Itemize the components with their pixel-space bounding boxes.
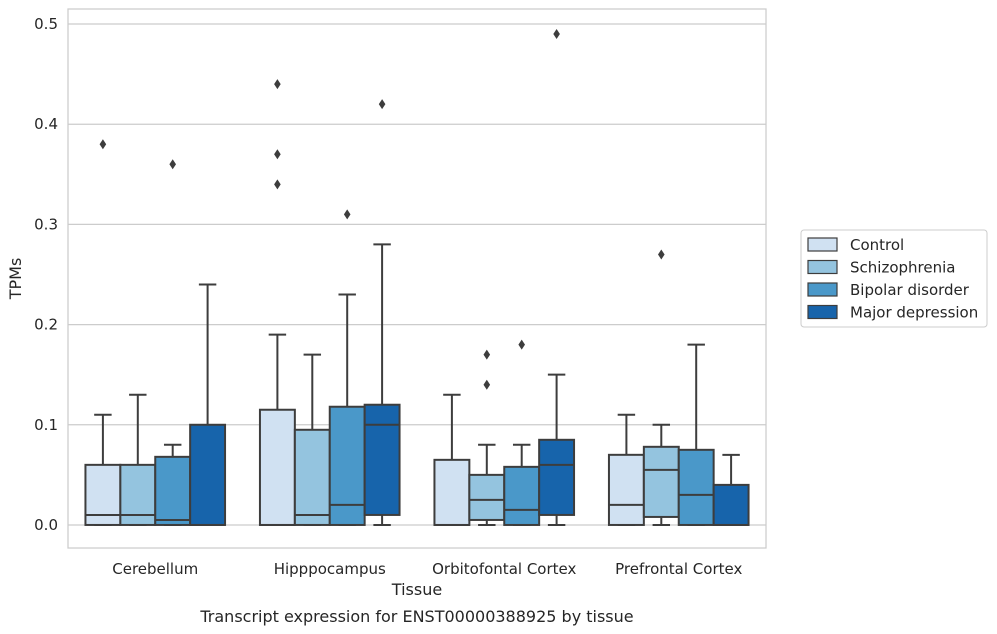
box-rect <box>154 455 192 526</box>
y-tick-label: 0.4 <box>34 115 58 133</box>
y-tick-label: 0.0 <box>34 516 58 534</box>
outlier-point <box>483 379 491 390</box>
box-rect <box>328 405 366 526</box>
y-tick-label: 0.1 <box>34 416 58 434</box>
legend-frame <box>800 229 988 328</box>
grid-lines <box>68 23 766 526</box>
outlier-point <box>553 29 560 40</box>
box-rect <box>642 445 680 518</box>
x-tick-label: Prefrontal Cortex <box>615 560 742 578</box>
box-2-4 <box>363 99 401 526</box>
box-1-1 <box>84 139 122 526</box>
outlier-point <box>274 179 281 190</box>
box-rect <box>258 408 296 526</box>
outlier-point <box>658 249 665 260</box>
box-rect <box>538 438 576 516</box>
legend-swatch <box>807 259 838 275</box>
legend-label: Bipolar disorder <box>850 281 970 299</box>
outlier-point <box>483 349 491 360</box>
box-1-3 <box>154 159 192 526</box>
outlier-point <box>343 209 351 220</box>
x-axis-label: Tissue <box>391 580 442 599</box>
box-rect <box>433 458 471 526</box>
box-rect <box>468 473 506 521</box>
y-tick-label: 0.3 <box>34 215 58 233</box>
box-3-4 <box>538 29 576 526</box>
plot-area-frame <box>67 8 767 549</box>
x-tick-label: Hipppocampus <box>274 560 386 578</box>
box-rect <box>607 453 645 526</box>
box-4-1 <box>607 413 645 526</box>
box-rect <box>293 428 331 526</box>
x-axis-ticks: Cerebellum Hipppocampus Orbitofontal Corte… <box>112 560 742 578</box>
box-3-2 <box>468 349 506 526</box>
box-1-2 <box>119 393 157 526</box>
outlier-point <box>378 99 386 110</box>
legend-label: Schizophrenia <box>850 259 955 277</box>
y-axis-label: TPMs <box>6 258 25 301</box>
legend-swatch <box>807 304 838 320</box>
box-3-3 <box>503 339 541 526</box>
legend-label: Control <box>850 236 904 254</box>
box-2-2 <box>293 353 331 526</box>
box-2-3 <box>328 209 366 526</box>
legend-swatch <box>807 282 838 297</box>
box-rect <box>503 465 541 526</box>
outlier-point <box>274 79 281 90</box>
box-4-4 <box>712 453 750 526</box>
box-rect <box>712 483 750 526</box>
outlier-point <box>274 149 281 160</box>
box-3-1 <box>433 393 471 526</box>
legend-swatch <box>807 237 838 252</box>
outlier-point <box>169 159 176 170</box>
legend-label: Major depression <box>850 304 978 322</box>
y-axis-ticks: 0.0 0.1 0.2 0.3 0.4 0.5 <box>34 15 58 534</box>
box-rect <box>84 463 122 526</box>
box-2-1 <box>258 79 296 526</box>
box-rect <box>677 448 715 526</box>
boxes <box>84 29 750 526</box>
box-rect <box>363 403 401 516</box>
box-rect <box>119 463 157 526</box>
outlier-point <box>518 339 525 350</box>
box-1-4 <box>189 283 227 526</box>
box-4-3 <box>677 343 715 526</box>
x-tick-label: Orbitofontal Cortex <box>432 560 576 578</box>
figure-caption: Transcript expression for ENST0000038892… <box>199 607 633 626</box>
legend: Control Schizophrenia Bipolar disorder Majo… <box>800 229 988 328</box>
box-rect <box>189 423 227 526</box>
y-tick-label: 0.5 <box>34 15 58 33</box>
x-tick-label: Cerebellum <box>112 560 198 578</box>
outlier-point <box>99 139 107 150</box>
y-tick-label: 0.2 <box>34 316 58 334</box>
box-4-2 <box>642 249 680 526</box>
